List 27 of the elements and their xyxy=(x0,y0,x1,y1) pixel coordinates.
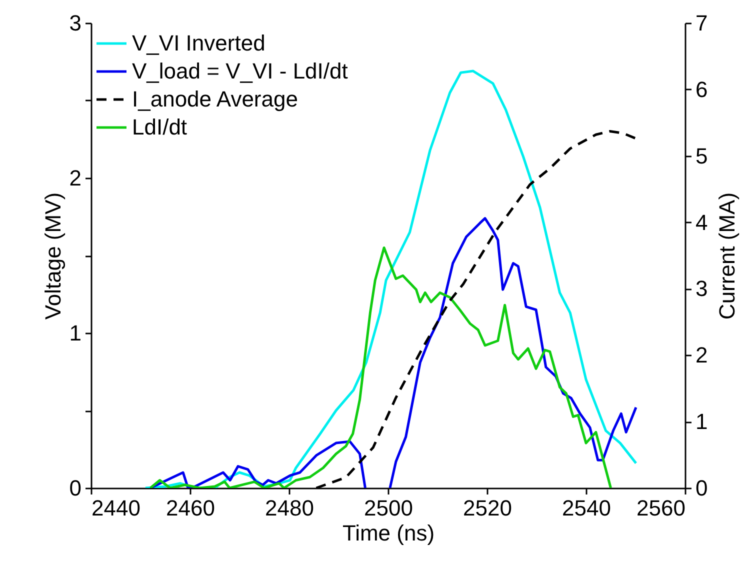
x-tick-label: 2540 xyxy=(562,496,611,520)
y2-axis-title: Current (MA) xyxy=(714,192,740,320)
x-tick-label: 2500 xyxy=(364,496,413,520)
y2-tick-label: 7 xyxy=(696,10,708,36)
y-tick-label: 1 xyxy=(69,320,82,346)
y2-tick-label: 1 xyxy=(696,409,708,434)
y2-tick-label: 2 xyxy=(696,342,708,368)
legend-label: V_VI Inverted xyxy=(132,30,266,56)
x-tick-label: 2460 xyxy=(166,496,215,520)
y2-tick-label: 4 xyxy=(696,210,708,235)
legend-label: LdI/dt xyxy=(132,114,188,140)
x-tick-label: 2440 xyxy=(92,496,140,520)
legend-label: I_anode Average xyxy=(132,86,298,112)
y2-tick-label: 3 xyxy=(696,276,708,302)
y-tick-label: 0 xyxy=(69,476,82,500)
x-axis-title: Time (ns) xyxy=(342,520,435,546)
y-tick-label: 3 xyxy=(69,10,82,36)
legend-label: V_load = V_VI - LdI/dt xyxy=(132,58,348,84)
x-tick-label: 2520 xyxy=(463,496,512,520)
y2-tick-label: 0 xyxy=(696,476,708,500)
y2-tick-label: 6 xyxy=(696,76,708,102)
y-tick-label: 2 xyxy=(69,166,82,190)
y2-tick-label: 5 xyxy=(696,143,708,168)
y-axis-title: Voltage (MV) xyxy=(40,192,66,320)
x-tick-label: 2480 xyxy=(265,496,314,520)
line-series xyxy=(149,246,612,488)
x-tick-label: 2560 xyxy=(636,496,686,520)
